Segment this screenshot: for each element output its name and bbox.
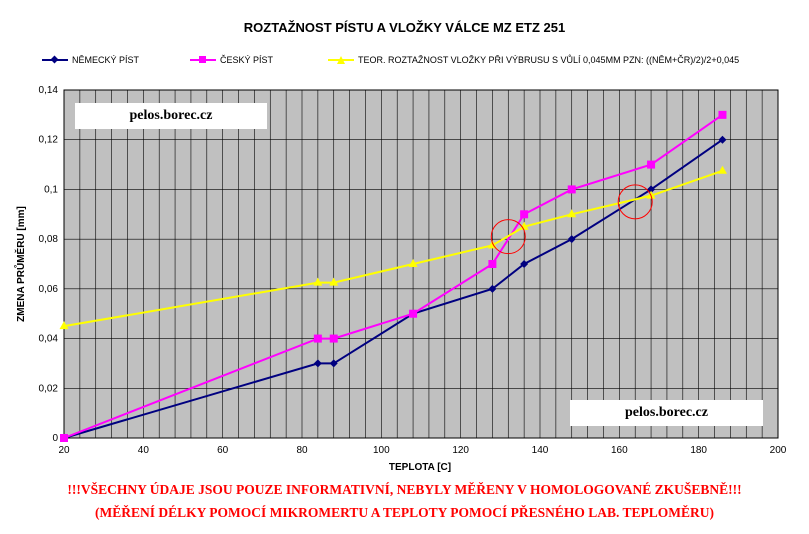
data-point-diamond bbox=[520, 260, 529, 268]
x-tick-label: 160 bbox=[611, 445, 628, 456]
chart-legend: NĚMECKÝ PÍST ČESKÝ PÍST TEOR. ROZTAŽNOST… bbox=[0, 55, 809, 71]
legend-item-nemecky: NĚMECKÝ PÍST bbox=[42, 55, 139, 65]
data-point-diamond bbox=[488, 284, 497, 293]
data-point-diamond bbox=[567, 235, 576, 244]
x-tick-label: 80 bbox=[296, 445, 308, 456]
data-point-triangle bbox=[567, 209, 577, 218]
data-point-square bbox=[409, 309, 418, 318]
legend-swatch-teor bbox=[328, 55, 354, 65]
x-tick-label: 120 bbox=[452, 445, 469, 456]
data-point-square bbox=[313, 334, 322, 343]
data-point-square bbox=[567, 185, 576, 194]
x-tick-label: 20 bbox=[58, 445, 70, 456]
plot-border bbox=[63, 89, 779, 439]
chart-title: ROZTAŽNOST PÍSTU A VLOŽKY VÁLCE MZ ETZ 2… bbox=[243, 20, 566, 35]
x-tick-label: 40 bbox=[138, 445, 150, 456]
legend-label-cesky: ČESKÝ PÍST bbox=[220, 55, 274, 65]
y-tick-label: 0,14 bbox=[39, 85, 59, 96]
data-point-diamond bbox=[313, 359, 322, 368]
data-point-square bbox=[488, 260, 497, 268]
x-axis-label: TEPLOTA [C] bbox=[389, 462, 451, 473]
legend-swatch-nemecky bbox=[42, 55, 68, 65]
data-point-square bbox=[329, 334, 338, 343]
legend-label-teor: TEOR. ROZTAŽNOST VLOŽKY PŘI VÝBRUSU S VŮ… bbox=[358, 55, 740, 65]
y-tick-label: 0,04 bbox=[39, 334, 59, 345]
y-tick-label: 0,12 bbox=[39, 135, 59, 146]
data-point-triangle bbox=[313, 277, 323, 286]
data-point-square bbox=[60, 434, 68, 442]
data-point-square bbox=[718, 110, 727, 119]
y-tick-label: 0 bbox=[52, 433, 58, 444]
data-point-square bbox=[520, 210, 529, 219]
y-tick-label: 0,08 bbox=[39, 234, 59, 245]
watermark-top: pelos.borec.cz bbox=[75, 103, 267, 129]
x-tick-label: 140 bbox=[532, 445, 549, 456]
y-axis-label: ZMENA PRŮMĚRU [mm] bbox=[13, 206, 27, 322]
legend-item-teor: TEOR. ROZTAŽNOST VLOŽKY PŘI VÝBRUSU S VŮ… bbox=[328, 55, 739, 65]
data-point-diamond bbox=[718, 135, 727, 144]
data-point-diamond bbox=[329, 359, 338, 368]
annotation-circle-0 bbox=[490, 219, 526, 255]
annotation-circle-1 bbox=[617, 184, 653, 220]
data-point-triangle bbox=[717, 165, 727, 174]
legend-item-cesky: ČESKÝ PÍST bbox=[190, 55, 273, 65]
legend-label-nemecky: NĚMECKÝ PÍST bbox=[72, 55, 140, 65]
data-point-triangle bbox=[329, 277, 339, 286]
plot-area bbox=[64, 90, 778, 438]
data-point-triangle bbox=[59, 321, 69, 330]
watermark-bottom: pelos.borec.cz bbox=[570, 400, 763, 426]
legend-swatch-cesky bbox=[190, 55, 216, 65]
disclaimer-note: !!!VŠECHNY ÚDAJE JSOU POUZE INFORMATIVNÍ… bbox=[67, 482, 742, 497]
x-tick-label: 180 bbox=[690, 445, 707, 456]
y-tick-label: 0,02 bbox=[39, 383, 59, 394]
y-tick-label: 0,1 bbox=[44, 184, 58, 195]
data-point-triangle bbox=[408, 259, 418, 267]
measurement-note: (MĚŘENÍ DÉLKY POMOCÍ MIKROMERTU A TEPLOT… bbox=[94, 505, 715, 520]
data-point-triangle bbox=[519, 221, 529, 230]
x-tick-label: 100 bbox=[373, 445, 390, 456]
y-tick-label: 0,06 bbox=[39, 284, 59, 295]
data-point-square bbox=[647, 160, 656, 169]
x-tick-label: 60 bbox=[217, 445, 229, 456]
x-tick-label: 200 bbox=[770, 445, 787, 456]
